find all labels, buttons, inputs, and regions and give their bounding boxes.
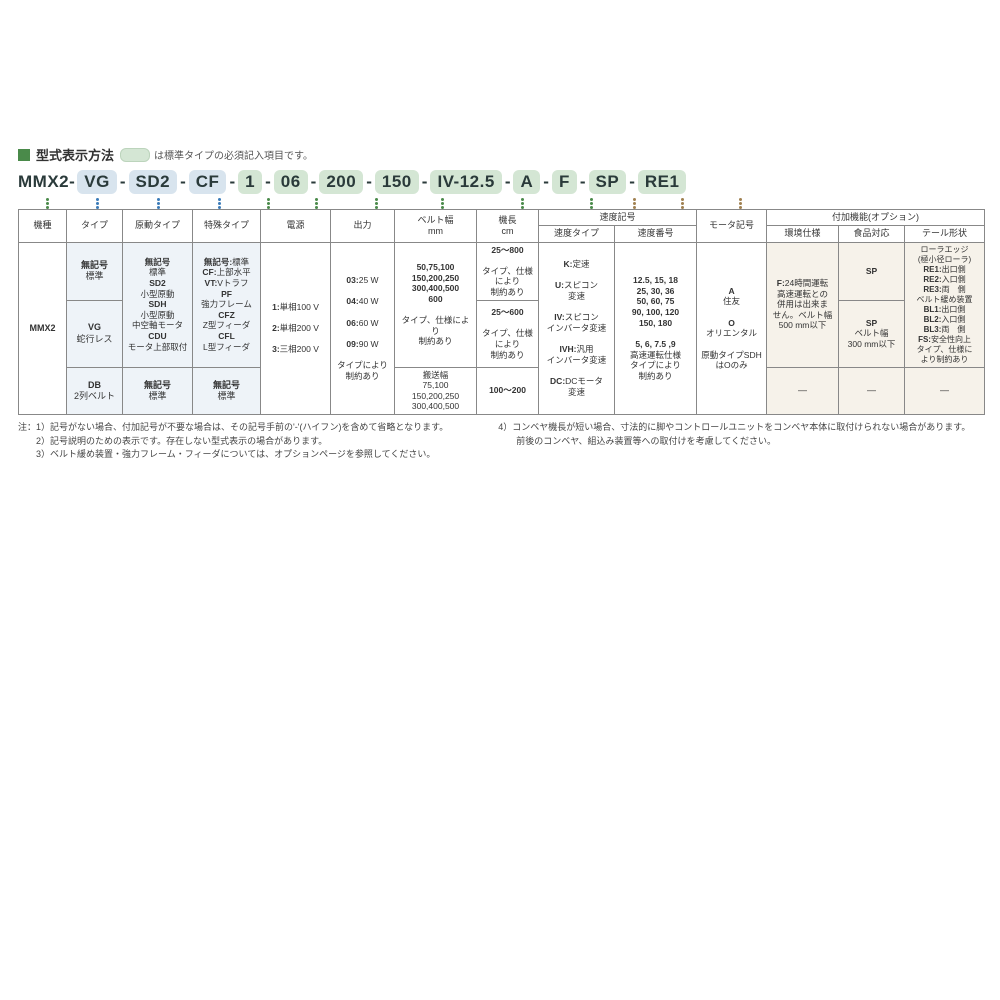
title-row: 型式表示方法 は標準タイプの必須記入項目です。	[18, 145, 982, 164]
pill-sample-icon	[120, 148, 150, 162]
footnotes-left: 注：1）記号がない場合、付加記号が不要な場合は、その記号手前の'-'(ハイフン)…	[18, 421, 448, 462]
model-segment: -	[179, 172, 187, 192]
cell-belt-3: 搬送幅 75,100 150,200,250 300,400,500	[395, 367, 477, 415]
model-segment: -	[365, 172, 373, 192]
cell-len-1: 25～800 タイプ、仕様 により 制約あり	[477, 242, 539, 300]
cell-kishu: MMX2	[19, 242, 67, 415]
cell-food-1: SP	[839, 242, 905, 300]
cell-env: F:24時間運転 高速運転との 併用は出来ま せん。ベルト幅 500 mm以下	[767, 242, 839, 367]
th-motor: モータ記号	[697, 210, 767, 243]
cell-type-3: DB2列ベルト	[67, 367, 123, 415]
model-segment: -	[119, 172, 127, 192]
connector-dots-row	[18, 196, 982, 209]
model-segment-pill: A	[513, 170, 540, 194]
model-segment-pill: 06	[274, 170, 308, 194]
model-segment-pill: SP	[589, 170, 627, 194]
model-segment-pill: 1	[238, 170, 262, 194]
footnotes: 注：1）記号がない場合、付加記号が不要な場合は、その記号手前の'-'(ハイフン)…	[18, 421, 982, 462]
cell-env-3: —	[767, 367, 839, 415]
model-segment: -	[542, 172, 550, 192]
cell-speed-no: 12.5, 15, 18 25, 30, 36 50, 60, 75 90, 1…	[615, 242, 697, 415]
th-speed-type: 速度タイプ	[539, 226, 615, 242]
th-env: 環境仕様	[767, 226, 839, 242]
model-segment-pill: 150	[375, 170, 419, 194]
pill-note-text: は標準タイプの必須記入項目です。	[154, 147, 313, 162]
cell-type-1: 無記号標準	[67, 242, 123, 300]
th-speed: 速度記号	[539, 210, 697, 226]
pill-note: は標準タイプの必須記入項目です。	[120, 147, 313, 162]
model-segment: -	[504, 172, 512, 192]
cell-tail-3: —	[905, 367, 985, 415]
cell-motor: A住友 Oオリエンタル 原動タイプSDH はOのみ	[697, 242, 767, 415]
th-len: 機長 cm	[477, 210, 539, 243]
cell-gendo-1: 無記号標準 SD2小型原動 SDH小型原動 中空軸モータ CDUモータ上部取付	[123, 242, 193, 367]
model-segment-pill: F	[552, 170, 577, 194]
model-segment-pill: VG	[77, 170, 117, 194]
model-segment: -	[310, 172, 318, 192]
cell-len-2: 25～600 タイプ、仕様 により 制約あり	[477, 300, 539, 367]
model-number-row: MMX2-VG-SD2-CF-1-06-200-150-IV-12.5-A-F-…	[18, 170, 982, 194]
cell-tail: ローラエッジ (極小径ローラ) RE1:出口側 RE2:入口側 RE3:両 側 …	[905, 242, 985, 367]
cell-toku-1: 無記号:標準 CF:上部水平 VT:Vトラフ PF強力フレーム CFZZ型フィー…	[193, 242, 261, 367]
page-title: 型式表示方法	[36, 145, 114, 164]
th-tail: テール形状	[905, 226, 985, 242]
model-segment: -	[228, 172, 236, 192]
th-gendo: 原動タイプ	[123, 210, 193, 243]
cell-dengen: 1:単相100 V 2:単相200 V 3:三相200 V	[261, 242, 331, 415]
model-segment: MMX2-	[18, 172, 75, 192]
model-segment: -	[579, 172, 587, 192]
cell-belt-1: 50,75,100 150,200,250 300,400,500 600 タイ…	[395, 242, 477, 367]
footnotes-right: 4）コンベヤ機長が短い場合、寸法的に脚やコントロールユニットをコンベヤ本体に取付…	[498, 421, 970, 462]
th-type: タイプ	[67, 210, 123, 243]
model-segment-pill: RE1	[638, 170, 687, 194]
model-segment-pill: IV-12.5	[430, 170, 501, 194]
model-segment: -	[628, 172, 636, 192]
th-toku: 特殊タイプ	[193, 210, 261, 243]
th-food: 食品対応	[839, 226, 905, 242]
spec-table: 機種 タイプ 原動タイプ 特殊タイプ 電源 出力 ベルト幅 mm 機長 cm 速…	[18, 209, 985, 415]
model-segment: -	[421, 172, 429, 192]
model-segment-pill: SD2	[129, 170, 178, 194]
th-opt: 付加機能(オプション)	[767, 210, 985, 226]
model-segment: -	[264, 172, 272, 192]
cell-gendo-3: 無記号標準	[123, 367, 193, 415]
model-segment-pill: 200	[319, 170, 363, 194]
th-kishu: 機種	[19, 210, 67, 243]
model-segment-pill: CF	[189, 170, 227, 194]
cell-food-2: SP ベルト幅 300 mm以下	[839, 300, 905, 367]
th-output: 出力	[331, 210, 395, 243]
th-speed-no: 速度番号	[615, 226, 697, 242]
th-belt: ベルト幅 mm	[395, 210, 477, 243]
title-square-icon	[18, 149, 30, 161]
cell-output: 03:25 W 04:40 W 06:60 W 09:90 W タイプにより 制…	[331, 242, 395, 415]
cell-food-3: —	[839, 367, 905, 415]
th-dengen: 電源	[261, 210, 331, 243]
cell-type-2: VG蛇行レス	[67, 300, 123, 367]
cell-len-3: 100～200	[477, 367, 539, 415]
cell-speed-type: K:定速 U:スピコン 変速 IV:スピコン インバータ変速 IVH:汎用 イン…	[539, 242, 615, 415]
cell-toku-3: 無記号標準	[193, 367, 261, 415]
